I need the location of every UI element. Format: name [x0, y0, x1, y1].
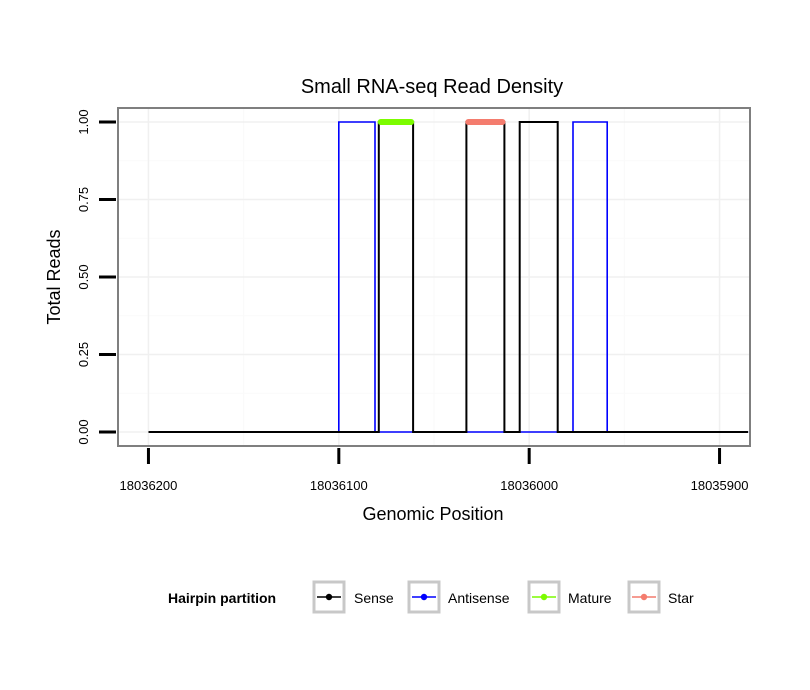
legend-item-sense: Sense: [312, 580, 394, 614]
series-antisense-line: [148, 121, 749, 433]
legend-label: Sense: [354, 590, 394, 606]
y-axis: 0.00 0.25 0.50 0.75 1.00: [76, 109, 116, 445]
legend-item-star: Star: [627, 580, 694, 614]
y-axis-title: Total Reads: [44, 229, 64, 324]
legend-label: Antisense: [448, 590, 510, 606]
x-tick-label: 18036200: [120, 478, 178, 493]
legend-item-mature: Mature: [527, 580, 612, 614]
legend-key-dot: [640, 593, 648, 601]
legend-key-dot: [325, 593, 333, 601]
x-tick-label: 18035900: [691, 478, 749, 493]
y-tick-label: 1.00: [76, 109, 91, 134]
y-tick-label: 0.50: [76, 264, 91, 289]
legend-key-dot: [420, 593, 428, 601]
legend-label: Star: [668, 590, 694, 606]
x-tick-label: 18036000: [500, 478, 558, 493]
legend: Hairpin partition Sense Antisense Mature St…: [168, 580, 694, 614]
y-tick-label: 0.25: [76, 342, 91, 367]
plot-panel-border: [117, 107, 751, 447]
x-axis: 18036200 18036100 18036000 18035900: [120, 448, 749, 493]
legend-key-dot: [540, 593, 548, 601]
y-tick-label: 0.75: [76, 187, 91, 212]
grid-minor: [118, 108, 750, 446]
x-axis-title: Genomic Position: [362, 504, 503, 524]
series-layer: [148, 119, 749, 433]
legend-item-antisense: Antisense: [407, 580, 510, 614]
legend-title: Hairpin partition: [168, 590, 276, 606]
chart-title: Small RNA-seq Read Density: [301, 76, 563, 98]
y-tick-label: 0.00: [76, 419, 91, 444]
legend-label: Mature: [568, 590, 612, 606]
legend-items: Sense Antisense Mature Star: [312, 580, 694, 614]
x-tick-label: 18036100: [310, 478, 368, 493]
